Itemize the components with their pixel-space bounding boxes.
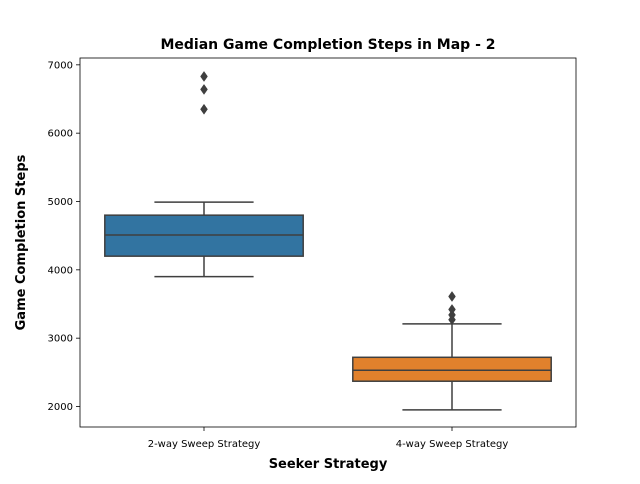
- y-axis-label: Game Completion Steps: [14, 154, 29, 330]
- outlier-point: [448, 304, 456, 315]
- x-tick-label: 2-way Sweep Strategy: [148, 439, 261, 450]
- outlier-point: [448, 309, 456, 321]
- box-group-1: [104, 71, 304, 278]
- y-axis-ticks: 2000 3000 4000 5000 6000 7000: [48, 60, 80, 413]
- y-tick-label: 7000: [48, 60, 73, 71]
- outlier-point: [448, 291, 456, 302]
- x-axis-ticks: 2-way Sweep Strategy 4-way Sweep Strategy: [148, 427, 509, 450]
- x-axis-label: Seeker Strategy: [269, 457, 388, 472]
- y-tick-label: 2000: [48, 402, 73, 413]
- plot-frame: [79, 57, 577, 428]
- box-group-2: [352, 291, 552, 411]
- outlier-point: [200, 83, 208, 95]
- chart-title: Median Game Completion Steps in Map - 2: [160, 37, 495, 53]
- plot-area: [104, 71, 552, 411]
- x-tick-label: 4-way Sweep Strategy: [396, 439, 509, 450]
- y-tick-label: 6000: [48, 129, 73, 140]
- outlier-point: [200, 103, 208, 115]
- iqr-box: [352, 356, 552, 382]
- outlier-point: [200, 71, 208, 82]
- y-tick-label: 3000: [48, 334, 73, 345]
- y-tick-label: 5000: [48, 197, 73, 208]
- y-tick-label: 4000: [48, 265, 73, 276]
